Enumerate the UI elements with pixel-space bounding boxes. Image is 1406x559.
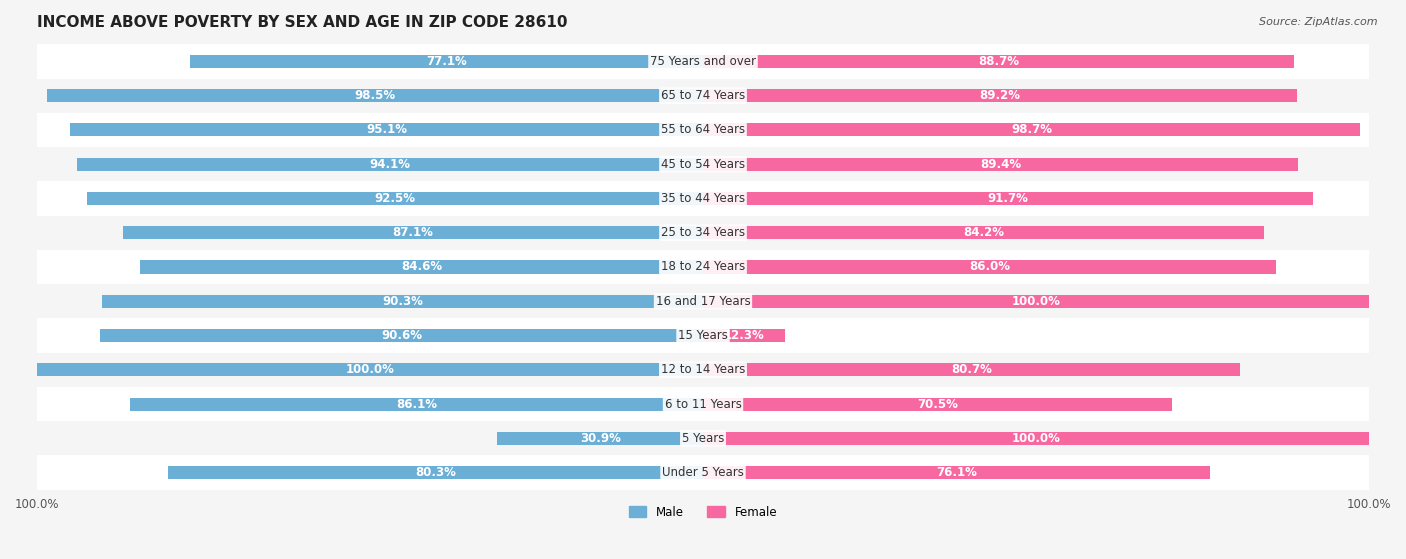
Bar [70, 124, 703, 136]
Text: 87.1%: 87.1% [392, 226, 433, 239]
Text: Source: ZipAtlas.com: Source: ZipAtlas.com [1260, 17, 1378, 27]
Text: 100.0%: 100.0% [1011, 295, 1060, 308]
Bar [37, 250, 1369, 284]
Text: 65 to 74 Years: 65 to 74 Years [661, 89, 745, 102]
Text: 84.2%: 84.2% [963, 226, 1004, 239]
Bar [124, 226, 703, 239]
Text: 12.3%: 12.3% [724, 329, 765, 342]
Text: 45 to 54 Years: 45 to 54 Years [661, 158, 745, 170]
Text: 90.3%: 90.3% [382, 295, 423, 308]
Bar [100, 329, 703, 342]
Bar [87, 192, 703, 205]
Bar [37, 113, 1369, 147]
Text: 100.0%: 100.0% [346, 363, 395, 376]
Text: 16 and 17 Years: 16 and 17 Years [655, 295, 751, 308]
Text: 98.5%: 98.5% [354, 89, 395, 102]
Bar [169, 466, 703, 479]
Text: 76.1%: 76.1% [936, 466, 977, 479]
Text: 35 to 44 Years: 35 to 44 Years [661, 192, 745, 205]
Bar [37, 353, 1369, 387]
Text: 91.7%: 91.7% [988, 192, 1029, 205]
Bar [190, 55, 703, 68]
Bar [37, 147, 1369, 181]
Bar [703, 363, 1240, 376]
Bar [703, 89, 1296, 102]
Text: 89.2%: 89.2% [980, 89, 1021, 102]
Bar [37, 79, 1369, 113]
Text: 30.9%: 30.9% [579, 432, 620, 445]
Bar [703, 466, 1209, 479]
Text: 70.5%: 70.5% [917, 397, 957, 410]
Text: 88.7%: 88.7% [977, 55, 1019, 68]
Bar [703, 329, 785, 342]
Bar [37, 387, 1369, 421]
Bar [498, 432, 703, 445]
Bar [703, 158, 1298, 170]
Text: 55 to 64 Years: 55 to 64 Years [661, 124, 745, 136]
Bar [703, 432, 1369, 445]
Bar [101, 295, 703, 308]
Bar [37, 319, 1369, 353]
Bar [37, 363, 703, 376]
Bar [37, 456, 1369, 490]
Text: 90.6%: 90.6% [381, 329, 422, 342]
Text: 75 Years and over: 75 Years and over [650, 55, 756, 68]
Bar [129, 397, 703, 410]
Bar [703, 192, 1313, 205]
Bar [703, 124, 1360, 136]
Bar [139, 260, 703, 273]
Text: 98.7%: 98.7% [1011, 124, 1052, 136]
Bar [703, 397, 1173, 410]
Text: 95.1%: 95.1% [366, 124, 406, 136]
Text: INCOME ABOVE POVERTY BY SEX AND AGE IN ZIP CODE 28610: INCOME ABOVE POVERTY BY SEX AND AGE IN Z… [37, 15, 568, 30]
Text: 12 to 14 Years: 12 to 14 Years [661, 363, 745, 376]
Bar [703, 295, 1369, 308]
Text: 15 Years: 15 Years [678, 329, 728, 342]
Text: 94.1%: 94.1% [370, 158, 411, 170]
Bar [37, 216, 1369, 250]
Bar [37, 181, 1369, 216]
Text: 6 to 11 Years: 6 to 11 Years [665, 397, 741, 410]
Text: 84.6%: 84.6% [401, 260, 441, 273]
Text: 86.0%: 86.0% [969, 260, 1010, 273]
Text: 5 Years: 5 Years [682, 432, 724, 445]
Text: 89.4%: 89.4% [980, 158, 1021, 170]
Text: 100.0%: 100.0% [1011, 432, 1060, 445]
Bar [37, 44, 1369, 79]
Text: 77.1%: 77.1% [426, 55, 467, 68]
Legend: Male, Female: Male, Female [624, 501, 782, 523]
Bar [48, 89, 703, 102]
Bar [76, 158, 703, 170]
Text: 80.7%: 80.7% [952, 363, 993, 376]
Bar [703, 55, 1294, 68]
Text: 18 to 24 Years: 18 to 24 Years [661, 260, 745, 273]
Text: 92.5%: 92.5% [374, 192, 416, 205]
Bar [37, 284, 1369, 319]
Bar [37, 421, 1369, 456]
Text: 80.3%: 80.3% [415, 466, 456, 479]
Text: 25 to 34 Years: 25 to 34 Years [661, 226, 745, 239]
Bar [703, 260, 1275, 273]
Text: 86.1%: 86.1% [396, 397, 437, 410]
Text: Under 5 Years: Under 5 Years [662, 466, 744, 479]
Bar [703, 226, 1264, 239]
